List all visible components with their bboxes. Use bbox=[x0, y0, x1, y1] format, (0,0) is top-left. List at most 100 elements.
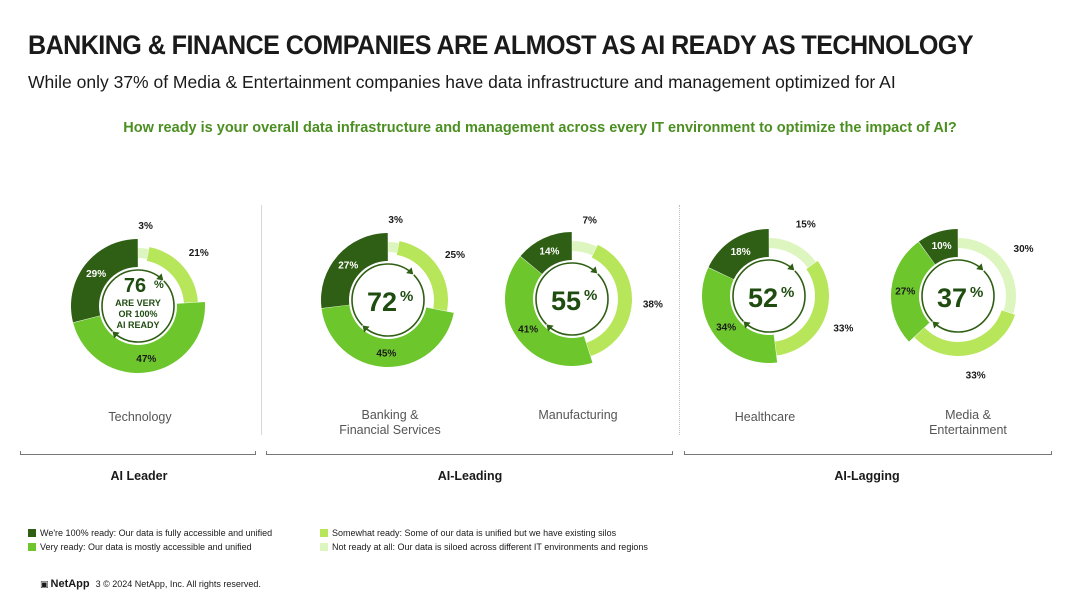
donut-segment-very-ready bbox=[505, 256, 593, 366]
category-label-banking: Banking & Financial Services bbox=[339, 408, 440, 438]
legend-item-fully-ready: We're 100% ready: Our data is fully acce… bbox=[28, 528, 272, 538]
segment-value-label: 29% bbox=[86, 269, 106, 280]
center-arrow-icon bbox=[546, 273, 609, 336]
donut-segment-very-ready bbox=[891, 241, 935, 342]
donut-segment-fully-ready bbox=[520, 232, 572, 275]
category-label-line: Media & bbox=[945, 408, 991, 422]
legend-item-very-ready: Very ready: Our data is mostly accessibl… bbox=[28, 542, 252, 552]
center-arrow-icon bbox=[732, 259, 795, 322]
donut-segment-somewhat-ready bbox=[914, 310, 1015, 357]
group-label-ai-leading: AI-Leading bbox=[437, 469, 503, 483]
group-divider bbox=[261, 205, 262, 435]
center-percent-sign: % bbox=[584, 287, 597, 304]
center-arrow-icon bbox=[921, 259, 984, 322]
donut-segment-not-ready bbox=[388, 242, 399, 253]
center-percent-sign: % bbox=[970, 284, 983, 301]
arrow-head-icon bbox=[406, 267, 414, 275]
center-ready-total: 52 bbox=[748, 283, 778, 313]
segment-value-label: 15% bbox=[796, 219, 816, 230]
footer-page-number: 3 bbox=[95, 579, 101, 589]
group-bracket-ai-leading bbox=[266, 451, 673, 455]
segment-value-label: 3% bbox=[388, 215, 403, 226]
category-label-line: Financial Services bbox=[339, 423, 441, 437]
center-ready-total: 76 bbox=[124, 275, 146, 297]
category-label-manufacturing: Manufacturing bbox=[538, 408, 618, 422]
category-label-line: Banking & bbox=[361, 408, 419, 422]
center-ready-total: 37 bbox=[937, 283, 967, 313]
category-label-technology: Technology bbox=[108, 410, 172, 424]
center-arrow-icon bbox=[362, 274, 425, 337]
segment-value-label: 33% bbox=[833, 324, 853, 335]
legend-swatch bbox=[28, 543, 36, 551]
group-label-ai-leader: AI Leader bbox=[110, 469, 168, 483]
donut-segment-fully-ready bbox=[708, 229, 769, 280]
center-note-line: OR 100% bbox=[118, 309, 157, 319]
segment-value-label: 38% bbox=[643, 300, 663, 311]
donut-segment-not-ready bbox=[572, 241, 597, 256]
center-ready-total: 72 bbox=[367, 287, 397, 317]
center-percent-sign: % bbox=[400, 288, 413, 305]
segment-value-label: 41% bbox=[518, 324, 538, 335]
segment-value-label: 21% bbox=[189, 248, 209, 259]
legend-swatch bbox=[28, 529, 36, 537]
donut-segment-somewhat-ready bbox=[774, 260, 829, 356]
donut-chart-4: 30% 33% 27% 10% 37% bbox=[891, 229, 1034, 382]
arrow-head-icon bbox=[112, 331, 120, 339]
segment-value-label: 14% bbox=[539, 247, 559, 258]
donut-segment-not-ready bbox=[138, 248, 149, 259]
page-subtitle: While only 37% of Media & Entertainment … bbox=[28, 72, 896, 92]
center-arrow-icon bbox=[535, 262, 598, 325]
center-arrow-icon bbox=[101, 269, 164, 332]
donut-segment-very-ready bbox=[73, 302, 206, 373]
group-bracket-ai-leader bbox=[20, 451, 256, 455]
category-label-media: Media & Entertainment bbox=[929, 408, 1007, 438]
center-note-line: AI READY bbox=[116, 320, 159, 330]
arrow-head-icon bbox=[976, 263, 984, 271]
arrow-head-icon bbox=[743, 321, 751, 329]
page-title: BANKING & FINANCE COMPANIES ARE ALMOST A… bbox=[28, 30, 974, 60]
center-arrow-icon bbox=[112, 280, 175, 343]
segment-value-label: 3% bbox=[138, 221, 153, 232]
legend-swatch bbox=[320, 529, 328, 537]
legend-label: We're 100% ready: Our data is fully acce… bbox=[40, 528, 273, 538]
arrow-head-icon bbox=[590, 266, 598, 274]
group-bracket-ai-lagging bbox=[684, 451, 1052, 455]
donut-segment-somewhat-ready bbox=[396, 241, 448, 312]
segment-value-label: 27% bbox=[895, 287, 915, 298]
legend-label: Not ready at all: Our data is siloed acr… bbox=[332, 542, 648, 552]
group-label-ai-lagging: AI-Lagging bbox=[834, 469, 900, 483]
donut-segment-not-ready bbox=[958, 238, 1016, 314]
legend-label: Very ready: Our data is mostly accessibl… bbox=[40, 542, 252, 552]
center-arrow-icon bbox=[743, 270, 806, 333]
netapp-logo-icon: ▣ bbox=[40, 579, 49, 589]
segment-value-label: 18% bbox=[731, 247, 751, 258]
donut-segment-fully-ready bbox=[321, 233, 388, 309]
arrow-head-icon bbox=[156, 273, 164, 281]
category-label-healthcare: Healthcare bbox=[734, 410, 796, 424]
segment-value-label: 25% bbox=[445, 250, 465, 261]
segment-value-label: 45% bbox=[376, 348, 396, 359]
donut-segment-not-ready bbox=[769, 238, 816, 268]
center-percent-sign: % bbox=[154, 279, 164, 291]
footer-logo: NetApp bbox=[50, 578, 90, 590]
donut-segment-fully-ready bbox=[918, 229, 958, 265]
donut-chart-1: 3% 25% 45% 27% 72% bbox=[321, 215, 465, 367]
center-ready-total: 55 bbox=[551, 286, 581, 316]
center-percent-sign: % bbox=[781, 284, 794, 301]
donut-segment-somewhat-ready bbox=[146, 247, 198, 303]
segment-value-label: 10% bbox=[932, 241, 952, 252]
arrow-head-icon bbox=[362, 325, 370, 333]
footer: ▣ NetApp 3 © 2024 NetApp, Inc. All rights … bbox=[40, 578, 261, 590]
donut-chart-3: 15% 33% 34% 18% 52% bbox=[702, 219, 853, 363]
donut-chart-2: 7% 38% 41% 14% 55% bbox=[505, 215, 663, 366]
arrow-head-icon bbox=[932, 321, 940, 329]
arrow-head-icon bbox=[787, 263, 795, 271]
donut-segment-very-ready bbox=[321, 305, 454, 367]
segment-value-label: 30% bbox=[1014, 244, 1034, 255]
legend-swatch bbox=[320, 543, 328, 551]
center-note-line: ARE VERY bbox=[115, 298, 161, 308]
segment-value-label: 34% bbox=[716, 323, 736, 334]
donut-segment-somewhat-ready bbox=[586, 244, 633, 356]
